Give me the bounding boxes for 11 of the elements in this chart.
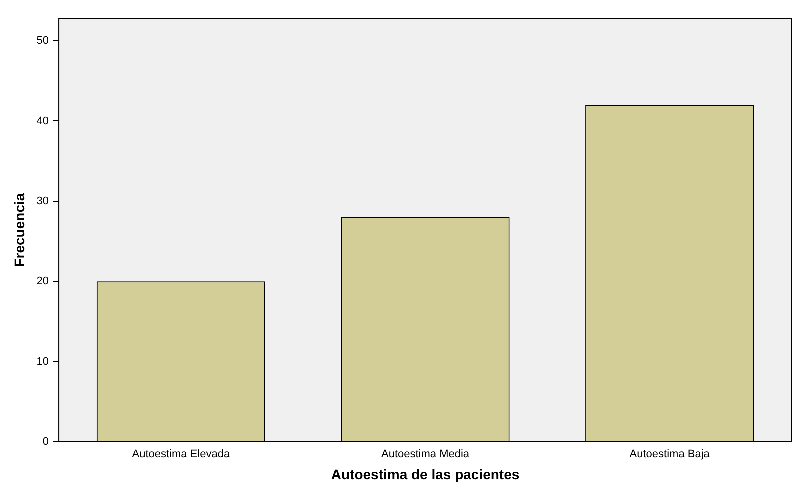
y-axis-title: Frecuencia — [11, 193, 28, 268]
y-tick-label: 10 — [36, 356, 50, 368]
x-tick-label: Autoestima Media — [381, 448, 470, 461]
y-tick-label: 30 — [36, 195, 50, 208]
x-tick-label: Autoestima Elevada — [132, 448, 231, 461]
y-tick-label: 0 — [42, 436, 50, 448]
x-tick-label: Autoestima Baja — [630, 448, 711, 461]
y-tick-label: 50 — [36, 35, 50, 48]
x-axis-title: Autoestima de las pacientes — [331, 466, 520, 482]
y-tick-label: 40 — [36, 115, 50, 128]
y-tick-label: 20 — [36, 276, 50, 288]
